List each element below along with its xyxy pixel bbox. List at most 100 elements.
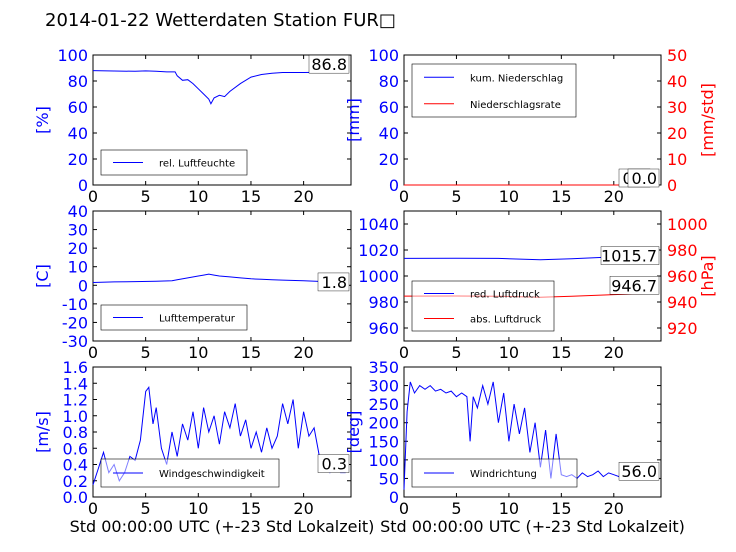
x-tick-label: 10 <box>188 187 208 206</box>
y-tick-label: 100 <box>368 451 399 470</box>
y-tick-label: -30 <box>62 332 88 351</box>
legend-label: kum. Niederschlag <box>470 73 563 84</box>
panel-middle-right: 0 5 10 15 20 960 980 1000 1020 1040 920 940 960 980 10… <box>358 210 717 362</box>
y-tick-label: 0 <box>389 488 399 507</box>
y-tick-label: 10 <box>68 258 88 277</box>
last-value-box <box>627 168 660 188</box>
y-right-tick-label: 920 <box>667 319 698 338</box>
x-tick-label: 20 <box>293 343 313 362</box>
panel-middle-left: 0 5 10 15 20-30-20-10010203040[C]Lufttempera… <box>33 202 352 362</box>
y-right-axis-label: [mm/std] <box>698 83 717 157</box>
legend-label: Lufttemperatur <box>159 314 236 325</box>
last-value-label: 0.0 <box>632 169 657 188</box>
x-tick-label: 15 <box>551 343 571 362</box>
x-tick-label: 20 <box>293 499 313 518</box>
x-tick-label: 5 <box>451 343 461 362</box>
x-axis-label: Std 00:00:00 UTC (+-23 Std Lokalzeit) <box>380 517 685 536</box>
last-value-box <box>308 54 350 74</box>
x-tick-label: 0 <box>399 187 409 206</box>
x-tick-label: 20 <box>293 187 313 206</box>
y-tick-label: 0 <box>389 176 399 195</box>
x-tick-label: 15 <box>241 499 261 518</box>
y-tick-label: 40 <box>68 202 88 221</box>
x-tick-label: 10 <box>188 343 208 362</box>
x-tick-label: 10 <box>499 343 519 362</box>
x-tick-label: 15 <box>241 343 261 362</box>
x-tick-label: 0 <box>88 187 98 206</box>
last-value-box <box>600 246 660 265</box>
y-right-tick-label: 40 <box>667 72 687 91</box>
y-tick-label: 1.2 <box>63 391 88 410</box>
y-tick-label: 20 <box>68 150 88 169</box>
legend-box <box>411 280 555 332</box>
y-tick-label: 30 <box>68 221 88 240</box>
y-axis-label: [deg] <box>344 411 363 454</box>
x-tick-label: 5 <box>451 499 461 518</box>
y-right-tick-label: 1000 <box>667 215 708 234</box>
x-tick-label: 10 <box>188 499 208 518</box>
legend-label: Windgeschwindigkeit <box>159 469 265 480</box>
x-tick-label: 5 <box>451 187 461 206</box>
x-tick-label: 5 <box>141 187 151 206</box>
plot-frame <box>403 366 662 498</box>
y-right-tick-label: 10 <box>667 150 687 169</box>
legend-box <box>411 63 577 118</box>
chart-title: 2014-01-22 Wetterdaten Station FUR□ <box>45 10 396 31</box>
y-right-tick-label: 960 <box>667 267 698 286</box>
y-tick-label: 200 <box>368 414 399 433</box>
y-tick-label: 40 <box>68 124 88 143</box>
x-axis-label: Std 00:00:00 UTC (+-23 Std Lokalzeit) <box>70 517 375 536</box>
y-right-tick-label: 30 <box>667 98 687 117</box>
legend-label: abs. Luftdruck <box>470 315 541 326</box>
y-tick-label: 20 <box>68 239 88 258</box>
y-right-axis-label: [hPa] <box>698 255 717 296</box>
y-tick-label: 1020 <box>358 241 399 260</box>
y-tick-label: 300 <box>368 377 399 396</box>
y-tick-label: 1040 <box>358 215 399 234</box>
y-tick-label: 0.4 <box>63 456 88 475</box>
last-value-box <box>317 272 350 292</box>
last-value-box <box>609 276 660 295</box>
y-right-tick-label: 940 <box>667 293 698 312</box>
y-tick-label: 350 <box>368 358 399 377</box>
x-tick-label: 15 <box>551 187 571 206</box>
y-tick-label: 50 <box>379 469 399 488</box>
y-tick-label: 1000 <box>358 267 399 286</box>
x-tick-label: 5 <box>141 343 151 362</box>
x-tick-label: 5 <box>141 499 151 518</box>
x-tick-label: 0 <box>399 343 409 362</box>
y-tick-label: 0.6 <box>63 439 88 458</box>
last-value-box <box>618 462 660 481</box>
series-line-0 <box>92 70 346 105</box>
y-tick-label: 1.6 <box>63 358 88 377</box>
y-axis-label: [m/s] <box>33 411 52 453</box>
y-tick-label: 80 <box>68 72 88 91</box>
y-right-tick-label: 50 <box>667 46 687 65</box>
x-tick-label: 0 <box>88 343 98 362</box>
y-tick-label: 60 <box>379 98 399 117</box>
y-right-tick-label: 980 <box>667 241 698 260</box>
y-tick-label: 250 <box>368 395 399 414</box>
y-tick-label: 20 <box>379 150 399 169</box>
y-axis-label: [%] <box>33 106 52 134</box>
y-tick-label: 150 <box>368 432 399 451</box>
y-tick-label: 100 <box>368 46 399 65</box>
x-tick-label: 10 <box>499 499 519 518</box>
y-axis-label: [mm] <box>344 98 363 142</box>
last-value-label: 56.0 <box>621 462 657 481</box>
legend-label: red. Luftdruck <box>470 290 540 301</box>
x-tick-label: 20 <box>604 343 624 362</box>
last-value-label: 1.8 <box>322 273 347 292</box>
y-tick-label: 0.2 <box>63 472 88 491</box>
last-value-label: 946.7 <box>611 276 657 295</box>
x-tick-label: 20 <box>604 499 624 518</box>
y-tick-label: -20 <box>62 313 88 332</box>
y-tick-label: 0.8 <box>63 423 88 442</box>
y-tick-label: 980 <box>368 293 399 312</box>
panel-bottom-left: 0 5 10 15 20 0.00.20.40.60.81.01.21.41.6 [m/s]… <box>33 358 374 536</box>
legend-label: rel. Luftfeuchte <box>159 159 235 170</box>
legend-label: Niederschlagsrate <box>470 100 561 111</box>
series-line-0 <box>92 273 346 283</box>
y-tick-label: 40 <box>379 124 399 143</box>
